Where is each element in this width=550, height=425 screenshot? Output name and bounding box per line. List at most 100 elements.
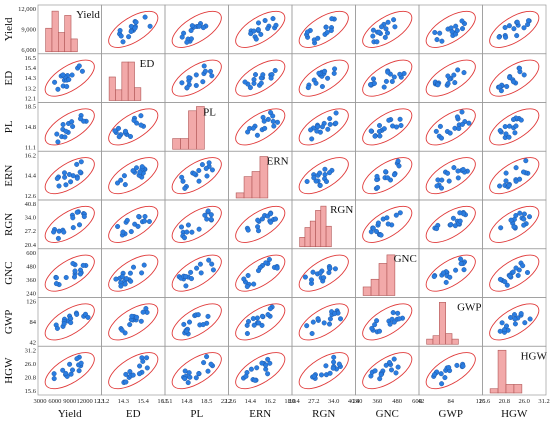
x-tick-label: 9000: [63, 398, 76, 405]
x-tick-label: 11.1: [161, 398, 172, 405]
y-tick-label: 42: [30, 339, 37, 346]
y-variable-name: RGN: [3, 213, 15, 236]
data-point: [116, 134, 122, 140]
data-point: [248, 366, 254, 372]
confidence-ellipse: [298, 157, 349, 195]
data-point: [271, 123, 277, 129]
data-point: [70, 215, 76, 221]
data-point: [382, 34, 388, 40]
data-point: [331, 354, 337, 360]
histogram-bar: [378, 263, 388, 296]
data-point: [208, 361, 214, 367]
data-point: [314, 128, 320, 134]
y-tick-label: 15.6: [25, 388, 37, 395]
data-point: [144, 355, 150, 361]
data-point: [76, 368, 82, 374]
data-point: [205, 313, 211, 319]
confidence-ellipse: [425, 59, 476, 97]
data-point: [118, 177, 124, 183]
variable-names: Yield ED PL ERN RGN GNC GWP HGW Yield ED PL ERN RGN G…: [3, 17, 528, 420]
data-point: [387, 360, 393, 366]
data-point: [55, 139, 61, 145]
data-point: [434, 183, 440, 189]
confidence-ellipse: [362, 10, 413, 48]
data-point: [51, 371, 57, 377]
data-point: [123, 276, 129, 282]
x-tick-label: 42: [418, 398, 425, 405]
y-variable-name: ED: [3, 71, 15, 86]
data-point: [378, 232, 384, 238]
data-point: [147, 23, 153, 29]
data-point: [371, 76, 377, 82]
data-point: [498, 88, 504, 94]
data-point: [449, 29, 455, 35]
confidence-ellipse: [362, 352, 413, 390]
panel-ERN-HGW: [482, 150, 547, 201]
data-point: [123, 371, 129, 377]
data-point: [336, 361, 342, 367]
data-point: [457, 210, 463, 216]
data-point: [194, 265, 200, 271]
data-point: [328, 28, 334, 34]
data-point: [265, 116, 271, 122]
confidence-ellipse: [425, 108, 476, 146]
data-point: [304, 178, 310, 184]
data-point: [251, 76, 257, 82]
data-point: [244, 331, 250, 337]
data-point: [120, 229, 126, 235]
diagonal-label: Yield: [76, 9, 100, 21]
data-point: [378, 372, 384, 378]
data-point: [397, 210, 403, 216]
data-point: [66, 171, 72, 177]
y-tick-label: 126: [26, 299, 37, 306]
panel-PL-GNC: [355, 102, 420, 152]
data-point: [262, 18, 268, 24]
data-point: [455, 67, 461, 73]
data-point: [209, 261, 215, 267]
data-point: [379, 24, 385, 30]
histogram-bar: [304, 227, 311, 248]
y-tick-label: 40.8: [25, 201, 36, 208]
data-point: [186, 370, 192, 376]
data-point: [327, 316, 333, 322]
data-point: [510, 269, 516, 275]
data-point: [305, 85, 311, 91]
data-point: [459, 18, 465, 24]
histogram-bar: [51, 10, 59, 53]
data-point: [184, 328, 190, 334]
data-point: [315, 316, 321, 322]
data-point: [513, 265, 519, 271]
data-point: [267, 360, 273, 366]
data-point: [128, 278, 134, 284]
data-point: [517, 65, 523, 71]
data-point: [507, 123, 513, 129]
data-point: [333, 120, 339, 126]
data-point: [196, 226, 202, 232]
histogram-bar: [362, 286, 372, 296]
data-point: [321, 320, 327, 326]
data-point: [54, 131, 60, 137]
data-point: [196, 178, 202, 184]
data-point: [62, 134, 68, 140]
confidence-ellipse: [298, 303, 349, 341]
data-point: [310, 269, 316, 275]
confidence-ellipse: [362, 108, 413, 146]
data-point: [134, 314, 140, 320]
data-point: [255, 27, 261, 33]
y-tick-label: 13.2: [25, 85, 36, 92]
histogram-bar: [70, 38, 78, 53]
data-point: [247, 85, 253, 91]
data-point: [460, 166, 466, 172]
data-point: [375, 184, 381, 190]
data-point: [130, 264, 136, 270]
data-point: [521, 72, 527, 78]
data-point: [324, 29, 330, 35]
y-variable-name: GWP: [3, 310, 15, 334]
data-point: [70, 225, 76, 231]
data-point: [78, 360, 84, 366]
data-point: [315, 124, 321, 130]
confidence-ellipse: [171, 303, 222, 341]
data-point: [442, 375, 448, 381]
data-point: [508, 217, 514, 223]
panel-GNC-Yield: [37, 248, 102, 298]
